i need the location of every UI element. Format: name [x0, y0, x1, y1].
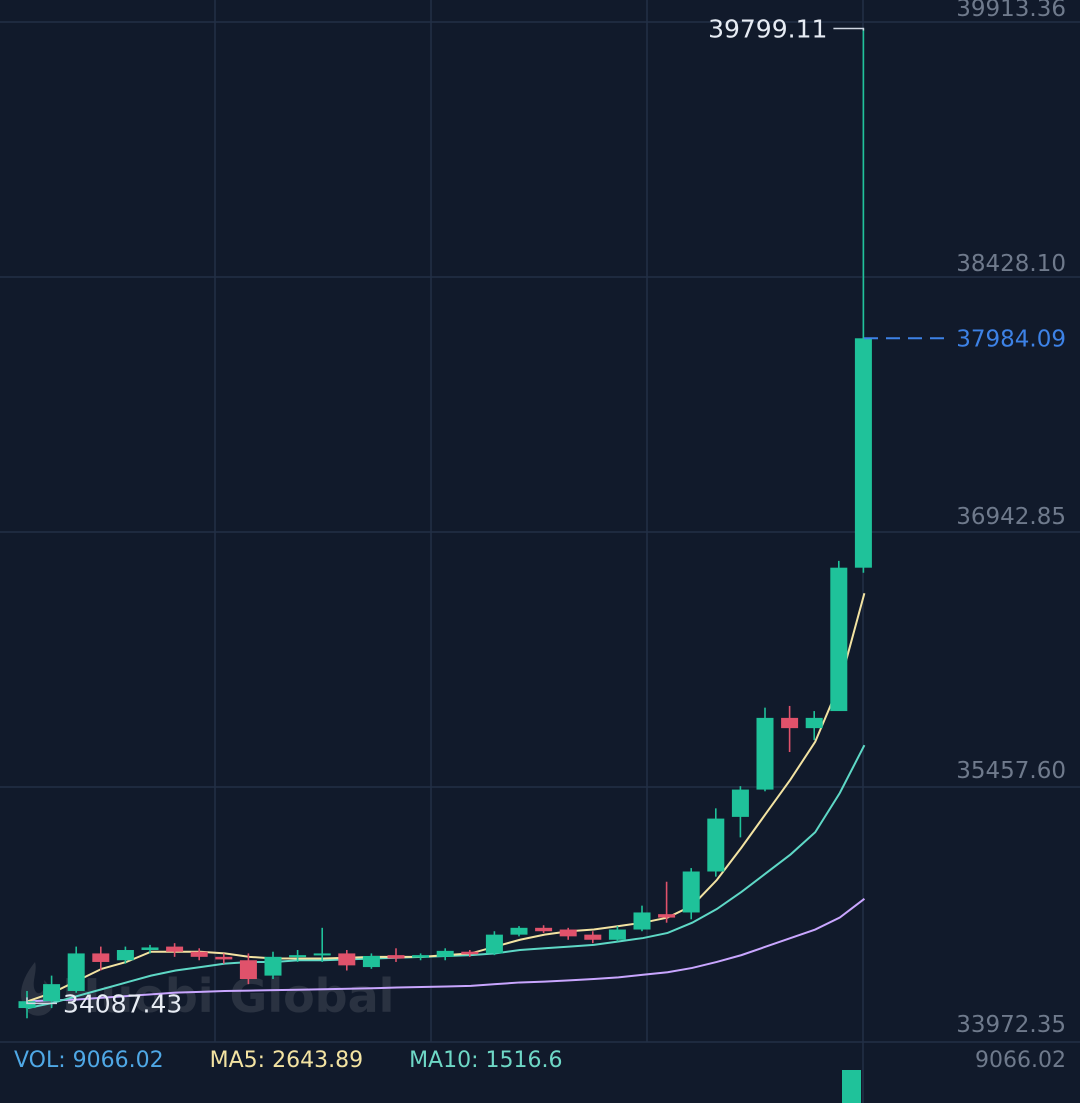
volume-axis-value: 9066.02 [975, 1047, 1066, 1073]
vol-indicator: VOL: 9066.02 [14, 1048, 164, 1073]
candle-down[interactable] [387, 955, 405, 959]
candle-down[interactable] [658, 914, 676, 918]
high-annotation: 39799.11 [708, 14, 865, 43]
candle-up[interactable] [485, 934, 503, 954]
ma10-value: 1516.6 [485, 1047, 563, 1073]
candle-down[interactable] [215, 956, 233, 960]
candle-down[interactable] [166, 946, 184, 952]
low-annotation: 34087.43 [26, 989, 182, 1018]
candle-up[interactable] [141, 947, 159, 951]
candle-down[interactable] [559, 929, 577, 937]
vol-key: VOL: [14, 1047, 66, 1073]
candle-up[interactable] [116, 950, 134, 961]
candle-up[interactable] [43, 984, 61, 1002]
candle-down[interactable] [190, 951, 208, 957]
candle-down[interactable] [239, 960, 257, 980]
candle-up[interactable] [805, 717, 823, 729]
high-price-label: 39799.11 [708, 14, 827, 43]
ma5-value: 2643.89 [272, 1047, 364, 1073]
ma5-indicator: MA5: 2643.89 [210, 1048, 363, 1073]
price-axis-label: 33972.35 [956, 1012, 1066, 1038]
candle-down[interactable] [92, 953, 110, 962]
candle-up[interactable] [67, 953, 85, 991]
candle-up[interactable] [289, 955, 307, 958]
candle-up[interactable] [313, 953, 331, 956]
candle-up[interactable] [362, 955, 380, 968]
candle-up[interactable] [707, 818, 725, 872]
price-axis-label: 39913.36 [956, 0, 1066, 22]
candle-down[interactable] [584, 934, 602, 940]
candle-up[interactable] [18, 1001, 36, 1009]
candle-up[interactable] [682, 871, 700, 913]
candle-down[interactable] [461, 951, 479, 955]
watermark: Huobi Global [20, 962, 394, 1023]
candle-down[interactable] [535, 927, 553, 932]
candle-up[interactable] [830, 567, 848, 712]
ma10-key: MA10: [409, 1047, 479, 1073]
price-axis: 39913.36 38428.10 36942.85 35457.60 3397… [956, 0, 1066, 1038]
candles [18, 28, 872, 1019]
last-price-label: 37984.09 [956, 326, 1066, 352]
ma5-key: MA5: [209, 1047, 266, 1073]
candle-up[interactable] [633, 912, 651, 930]
candle-up[interactable] [608, 929, 626, 940]
candle-down[interactable] [338, 953, 356, 966]
high-leader-line [833, 27, 865, 31]
price-axis-label: 38428.10 [956, 251, 1066, 277]
volume-bar [842, 1070, 861, 1103]
low-price-label: 34087.43 [63, 989, 182, 1018]
low-leader-line [26, 997, 57, 1005]
candle-up[interactable] [436, 950, 454, 957]
candle-up[interactable] [756, 717, 774, 790]
vol-value: 9066.02 [72, 1047, 164, 1073]
candle-up[interactable] [731, 789, 749, 817]
ma-long-line [27, 898, 866, 1003]
candle-up[interactable] [412, 955, 430, 958]
volume-indicator-row: VOL: 9066.02 MA5: 2643.89 MA10: 1516.6 [14, 1043, 563, 1077]
candle-up[interactable] [264, 956, 282, 976]
price-axis-label: 36942.85 [956, 504, 1066, 530]
ma10-indicator: MA10: 1516.6 [409, 1048, 562, 1073]
candle-up[interactable] [854, 338, 872, 568]
candle-down[interactable] [781, 717, 799, 729]
price-axis-label: 35457.60 [956, 758, 1066, 784]
candle-up[interactable] [510, 927, 528, 935]
